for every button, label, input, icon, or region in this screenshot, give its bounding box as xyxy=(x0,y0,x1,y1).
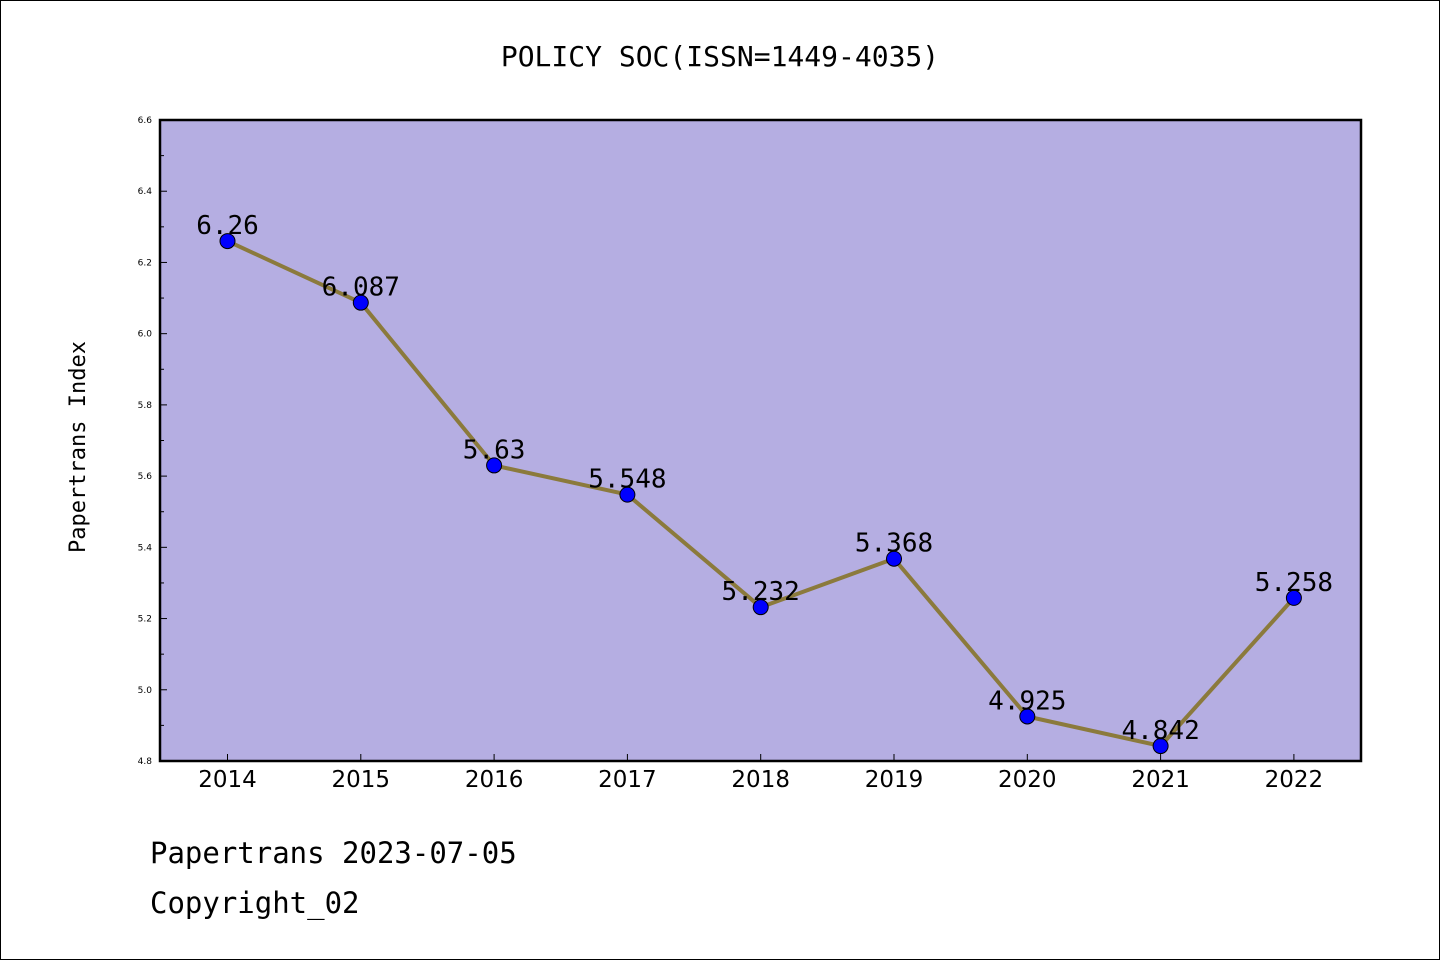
y-tick-label: 5.6 xyxy=(138,472,153,482)
data-point xyxy=(1152,738,1169,755)
y-tick-label: 5.2 xyxy=(138,615,152,625)
data-point xyxy=(486,457,503,474)
x-tick-label: 2020 xyxy=(998,767,1057,793)
data-label: 4.925 xyxy=(988,686,1066,716)
data-label: 4.842 xyxy=(1121,716,1199,746)
data-label: 6.087 xyxy=(322,273,400,303)
plot-background xyxy=(160,120,1361,761)
data-label: 6.26 xyxy=(196,211,259,241)
x-tick-label: 2017 xyxy=(598,767,657,793)
x-tick-label: 2015 xyxy=(332,767,391,793)
y-tick-label: 5.8 xyxy=(138,401,153,411)
chart-title: POLICY SOC(ISSN=1449-4035) xyxy=(501,40,939,73)
y-tick-label: 5.0 xyxy=(138,686,153,696)
data-point xyxy=(886,550,902,567)
plot-area: 4.8 5.0 5.2 5.4 5.6 5.8 6.0 6.2 6.4 6.6 2014 2015 20… xyxy=(138,116,1363,793)
y-tick-label: 6.0 xyxy=(138,330,153,340)
data-label: 5.548 xyxy=(588,465,666,495)
plot-border xyxy=(158,118,1363,763)
x-tick-label: 2014 xyxy=(198,767,257,793)
data-label: 5.368 xyxy=(855,529,933,559)
x-tick-label: 2022 xyxy=(1265,767,1324,793)
y-tick-label: 6.2 xyxy=(138,258,152,268)
footer-date: Papertrans 2023-07-05 xyxy=(150,836,517,870)
x-tick-label: 2018 xyxy=(731,767,790,793)
data-point xyxy=(619,486,636,503)
data-point xyxy=(1019,708,1036,725)
x-tick-label: 2021 xyxy=(1131,767,1190,793)
data-label: 5.63 xyxy=(463,435,526,465)
y-tick-label: 5.4 xyxy=(138,543,153,553)
footer-copyright: Copyright_02 xyxy=(150,886,360,920)
data-point xyxy=(352,294,369,311)
y-tick-label: 6.6 xyxy=(138,116,153,126)
data-point xyxy=(752,599,769,616)
x-tick-label: 2019 xyxy=(865,767,924,793)
y-tick-label: 6.4 xyxy=(138,187,153,197)
data-point xyxy=(219,233,236,250)
y-axis-label: Papertrans Index xyxy=(66,341,91,553)
data-point xyxy=(1285,589,1302,606)
y-tick-label: 4.8 xyxy=(138,757,153,767)
data-label: 5.232 xyxy=(722,577,800,607)
data-label: 5.258 xyxy=(1255,568,1333,598)
x-tick-label: 2016 xyxy=(465,767,524,793)
